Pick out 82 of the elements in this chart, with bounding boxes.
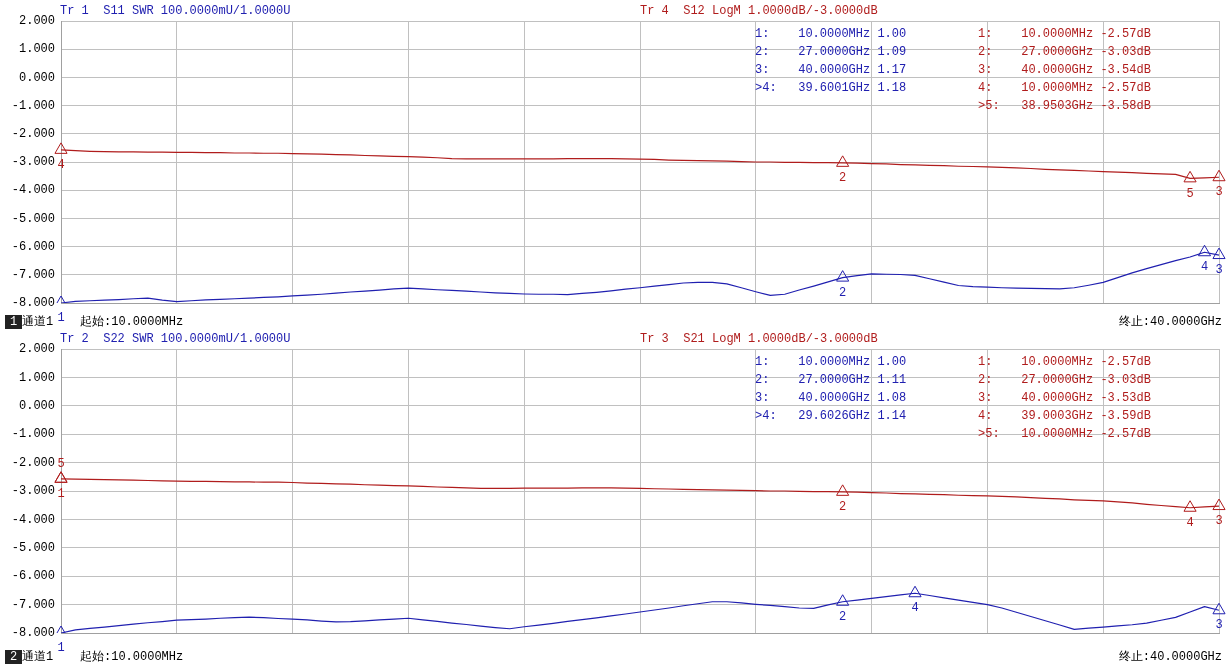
annotation: 2: 27.0000GHz -3.03dB (978, 373, 1151, 387)
annotation: 3 (1215, 514, 1223, 529)
y-tick-label: -8.000 (11, 296, 55, 311)
text: 通道1 (22, 650, 54, 664)
y-tick-label: -4.000 (11, 512, 55, 527)
text: 2 (5, 650, 23, 664)
y-tick-label: -2.000 (11, 455, 55, 470)
annotation: 5 (1186, 186, 1194, 201)
y-tick-label: 0.000 (18, 70, 55, 85)
annotation: 3 (1215, 263, 1223, 278)
text: 起始:10.0000MHz (80, 315, 184, 329)
annotation: 3 (1215, 618, 1223, 633)
text: 终止:40.0000GHz (1118, 315, 1222, 329)
annotation: 1: 10.0000MHz 1.00 (755, 27, 907, 41)
point (1212, 498, 1226, 511)
annotation: 2 (839, 171, 847, 186)
annotation: 5 (57, 456, 65, 471)
annotation: >5: 38.9503GHz -3.58dB (978, 99, 1151, 113)
annotation: 4 (1200, 260, 1209, 275)
point (908, 585, 922, 598)
point (1183, 500, 1197, 512)
y-tick-label: 1.000 (18, 370, 55, 385)
text: Tr 4 S12 LogM 1.0000dB/-3.0000dB (640, 4, 878, 18)
annotation: 3: 40.0000GHz 1.17 (755, 63, 907, 77)
y-tick-label: -6.000 (11, 239, 55, 254)
text: Tr 3 S21 LogM 1.0000dB/-3.0000dB (640, 332, 878, 346)
text: Tr 1 S11 SWR 100.0000mU/1.0000U (60, 4, 291, 18)
annotation: 4: 10.0000MHz -2.57dB (978, 81, 1151, 95)
point (836, 155, 850, 167)
point (1183, 170, 1197, 183)
y-tick-label: -1.000 (11, 98, 55, 113)
text: 1 (57, 641, 65, 656)
annotation: 3 (1215, 185, 1223, 200)
annotation: 4 (1186, 515, 1194, 530)
point (836, 594, 850, 606)
y-tick-label: -7.000 (11, 597, 55, 612)
point (836, 484, 850, 496)
annotation: 2 (839, 609, 847, 624)
text: 终止:40.0000GHz (1118, 650, 1222, 664)
annotation: 3: 40.0000GHz -3.54dB (978, 63, 1151, 77)
annotation: 4: 39.0003GHz -3.59dB (978, 409, 1151, 423)
text: 1 (57, 311, 65, 326)
y-tick-label: 2.000 (18, 14, 55, 29)
y-tick-label: -5.000 (11, 540, 55, 555)
y-tick-label: -4.000 (11, 183, 55, 198)
annotation: 2 (839, 285, 847, 300)
annotation: 2: 27.0000GHz -3.03dB (978, 45, 1151, 59)
annotation: 4 (911, 601, 919, 616)
annotation: 3: 40.0000GHz -3.53dB (978, 391, 1151, 405)
y-tick-label: 2.000 (18, 342, 55, 357)
annotation: >4: 29.6026GHz 1.14 (755, 409, 907, 423)
y-tick-label: -3.000 (11, 484, 55, 499)
y-tick-label: -3.000 (11, 155, 55, 170)
point (1212, 247, 1226, 260)
annotation: 1 (57, 486, 65, 501)
point (1212, 602, 1226, 615)
y-tick-label: 0.000 (18, 398, 55, 413)
y-tick-label: -8.000 (11, 626, 55, 641)
annotation: 2: 27.0000GHz 1.09 (755, 45, 907, 59)
y-tick-label: -2.000 (11, 126, 55, 141)
annotation: 1: 10.0000MHz -2.57dB (978, 27, 1151, 41)
annotation: 1: 10.0000MHz -2.57dB (978, 355, 1151, 369)
text: 起始:10.0000MHz (80, 650, 184, 664)
y-tick-label: -6.000 (11, 569, 55, 584)
y-tick-label: -7.000 (11, 267, 55, 282)
annotation: 4 (57, 158, 65, 173)
point (1212, 169, 1226, 182)
y-tick-label: -5.000 (11, 211, 55, 226)
annotation: 3: 40.0000GHz 1.08 (755, 391, 907, 405)
point (54, 142, 68, 154)
annotation: 2 (839, 500, 847, 515)
point (836, 270, 850, 282)
y-tick-label: 1.000 (18, 42, 55, 57)
text: Tr 2 S22 SWR 100.0000mU/1.0000U (60, 332, 291, 346)
annotation: >5: 10.0000MHz -2.57dB (978, 427, 1151, 441)
annotation: >4: 39.6001GHz 1.18 (755, 81, 907, 95)
annotation: 2: 27.0000GHz 1.11 (755, 373, 907, 387)
y-tick-label: -1.000 (11, 427, 55, 442)
annotation: 1: 10.0000MHz 1.00 (755, 355, 907, 369)
point (1197, 244, 1212, 257)
text: 通道1 (22, 315, 54, 329)
text: 1 (5, 315, 23, 329)
